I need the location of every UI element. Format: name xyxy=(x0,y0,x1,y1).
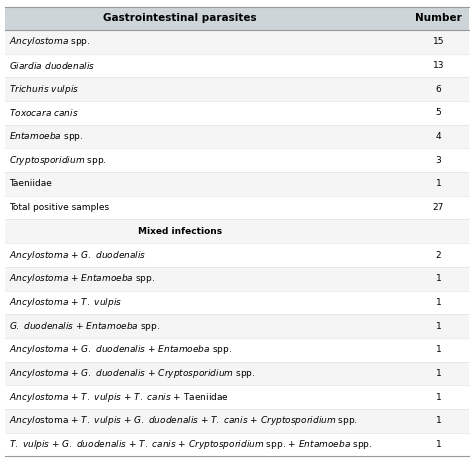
Bar xyxy=(5,267,469,291)
Bar xyxy=(5,125,469,148)
Bar xyxy=(5,101,469,125)
Bar xyxy=(5,172,469,196)
Text: $\it{Ancylostoma}$ + $\it{T.\ vulpis}$: $\it{Ancylostoma}$ + $\it{T.\ vulpis}$ xyxy=(9,296,123,309)
Text: $\it{Ancylostoma}$ + $\it{G.\ duodenalis}$: $\it{Ancylostoma}$ + $\it{G.\ duodenalis… xyxy=(9,248,147,262)
Bar xyxy=(5,30,469,54)
Bar xyxy=(5,433,469,456)
Text: $\it{Trichuris\ vulpis}$: $\it{Trichuris\ vulpis}$ xyxy=(9,82,80,96)
Text: Gastrointestinal parasites: Gastrointestinal parasites xyxy=(103,13,257,24)
Bar xyxy=(5,314,469,338)
Text: $\it{Ancylostoma}$ + $\it{G.\ duodenalis}$ + $\it{Entamoeba}$ spp.: $\it{Ancylostoma}$ + $\it{G.\ duodenalis… xyxy=(9,343,233,356)
Bar xyxy=(5,338,469,362)
Text: 1: 1 xyxy=(436,298,441,307)
Text: $\it{Toxocara\ canis}$: $\it{Toxocara\ canis}$ xyxy=(9,107,79,118)
Text: 6: 6 xyxy=(436,85,441,93)
Text: Number: Number xyxy=(415,13,462,24)
Text: $\it{Ancylostoma}$ + $\it{G.\ duodenalis}$ + $\it{Cryptosporidium}$ spp.: $\it{Ancylostoma}$ + $\it{G.\ duodenalis… xyxy=(9,367,256,380)
Text: 1: 1 xyxy=(436,440,441,449)
Text: 1: 1 xyxy=(436,369,441,378)
Text: $\it{G.\ duodenalis}$ + $\it{Entamoeba}$ spp.: $\it{G.\ duodenalis}$ + $\it{Entamoeba}$… xyxy=(9,319,161,333)
Text: 1: 1 xyxy=(436,322,441,330)
Bar xyxy=(5,196,469,219)
Text: $\it{Ancylostoma}$ + $\it{Entamoeba}$ spp.: $\it{Ancylostoma}$ + $\it{Entamoeba}$ sp… xyxy=(9,272,155,285)
Text: 4: 4 xyxy=(436,132,441,141)
Text: $\it{Entamoeba}$ spp.: $\it{Entamoeba}$ spp. xyxy=(9,130,84,143)
Text: $\it{Ancylo}$stoma + $\it{T.\ vulpis}$ + $\it{G.\ duodenalis}$ + $\it{T.\ canis}: $\it{Ancylo}$stoma + $\it{T.\ vulpis}$ +… xyxy=(9,414,358,428)
Text: 13: 13 xyxy=(433,61,444,70)
Text: 1: 1 xyxy=(436,180,441,188)
Bar xyxy=(5,7,469,30)
Text: $\it{Giardia\ duodenalis}$: $\it{Giardia\ duodenalis}$ xyxy=(9,60,96,71)
Text: Mixed infections: Mixed infections xyxy=(138,227,222,236)
Bar xyxy=(5,219,469,243)
Text: 1: 1 xyxy=(436,417,441,425)
Text: Total positive samples: Total positive samples xyxy=(9,203,109,212)
Text: $\it{T.\ vulpis}$ + $\it{G.\ duodenalis}$ + $\it{T.\ canis}$ + $\it{Cryptosporid: $\it{T.\ vulpis}$ + $\it{G.\ duodenalis}… xyxy=(9,438,373,451)
Text: 1: 1 xyxy=(436,346,441,354)
Text: Taeniidae: Taeniidae xyxy=(9,180,52,188)
Text: 2: 2 xyxy=(436,251,441,259)
Bar xyxy=(5,362,469,385)
Text: 15: 15 xyxy=(433,37,444,46)
Bar xyxy=(5,77,469,101)
Text: $\it{Ancylostoma}$ + $\it{T.\ vulpis}$ + $\it{T.\ canis}$ + Taeniidae: $\it{Ancylostoma}$ + $\it{T.\ vulpis}$ +… xyxy=(9,391,229,404)
Bar xyxy=(5,409,469,433)
Text: 27: 27 xyxy=(433,203,444,212)
Bar xyxy=(5,148,469,172)
Bar xyxy=(5,54,469,77)
Text: 1: 1 xyxy=(436,274,441,283)
Text: $\it{Ancylostoma}$ spp.: $\it{Ancylostoma}$ spp. xyxy=(9,35,91,48)
Bar xyxy=(5,291,469,314)
Bar xyxy=(5,385,469,409)
Text: 5: 5 xyxy=(436,109,441,117)
Text: 1: 1 xyxy=(436,393,441,401)
Text: $\it{Cryptosporidium}$ spp.: $\it{Cryptosporidium}$ spp. xyxy=(9,154,107,167)
Text: 3: 3 xyxy=(436,156,441,164)
Bar xyxy=(5,243,469,267)
